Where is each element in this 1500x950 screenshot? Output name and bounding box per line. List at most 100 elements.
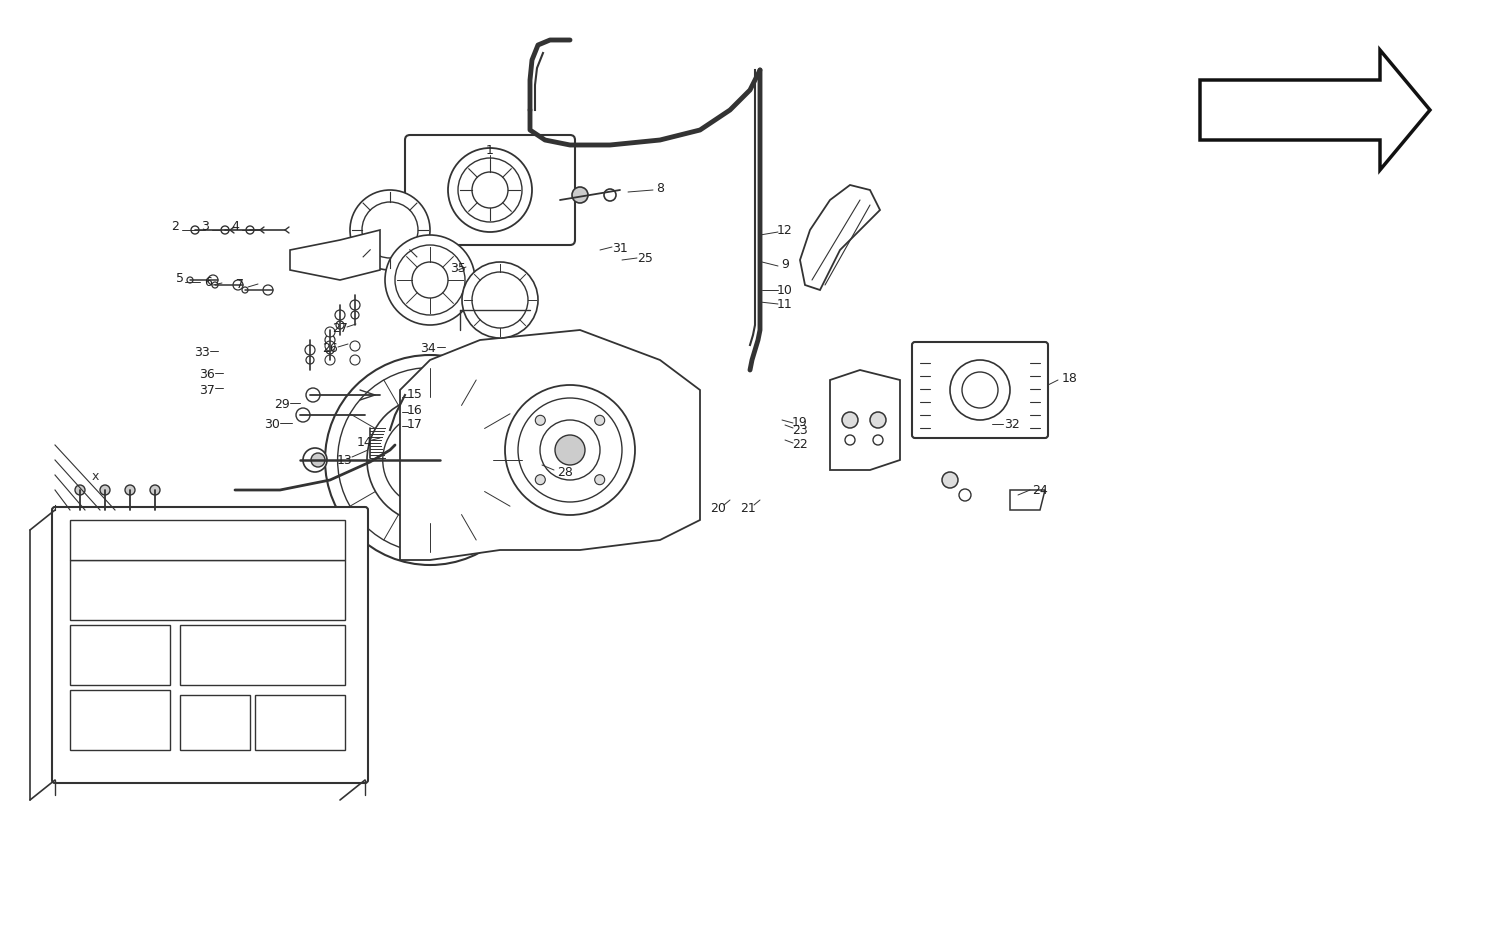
Circle shape: [350, 190, 430, 270]
Circle shape: [950, 360, 1010, 420]
Circle shape: [350, 355, 360, 365]
Text: 23: 23: [792, 424, 808, 436]
Circle shape: [350, 341, 360, 351]
Polygon shape: [830, 370, 900, 470]
Text: 14: 14: [357, 435, 374, 448]
Circle shape: [594, 415, 604, 426]
Circle shape: [448, 148, 532, 232]
Circle shape: [242, 287, 248, 293]
Circle shape: [594, 475, 604, 484]
Polygon shape: [1200, 50, 1429, 170]
Text: 15: 15: [406, 389, 423, 402]
Circle shape: [336, 321, 344, 329]
Circle shape: [382, 412, 477, 507]
Circle shape: [870, 412, 886, 428]
Circle shape: [572, 187, 588, 203]
Text: 9: 9: [782, 257, 789, 271]
Text: 28: 28: [556, 466, 573, 480]
Circle shape: [304, 345, 315, 355]
Text: 4: 4: [231, 220, 238, 234]
Circle shape: [326, 355, 536, 565]
Circle shape: [410, 439, 452, 481]
Text: 27: 27: [332, 321, 348, 334]
Circle shape: [518, 398, 622, 502]
Circle shape: [296, 408, 310, 422]
Text: 31: 31: [612, 241, 628, 255]
Circle shape: [873, 435, 883, 445]
Text: 7: 7: [236, 278, 244, 292]
Circle shape: [190, 226, 200, 234]
Polygon shape: [290, 230, 380, 280]
Circle shape: [326, 346, 334, 354]
Polygon shape: [800, 185, 880, 290]
Text: 22: 22: [792, 439, 808, 451]
Text: 32: 32: [1004, 419, 1020, 431]
Circle shape: [262, 285, 273, 295]
Circle shape: [942, 472, 958, 488]
Circle shape: [326, 335, 334, 345]
Text: 8: 8: [656, 181, 664, 195]
Text: 19: 19: [792, 416, 808, 429]
Circle shape: [75, 485, 86, 495]
Circle shape: [220, 226, 230, 234]
Text: 35: 35: [450, 261, 466, 275]
Circle shape: [842, 412, 858, 428]
Circle shape: [604, 189, 616, 201]
Circle shape: [310, 453, 326, 467]
Bar: [70, 520, 345, 560]
Text: 33: 33: [194, 347, 210, 359]
Text: 20: 20: [710, 502, 726, 515]
Text: 5: 5: [176, 272, 184, 284]
Bar: [255, 695, 345, 750]
Bar: [70, 560, 345, 620]
Text: 18: 18: [1062, 371, 1078, 385]
Bar: [180, 695, 250, 750]
Circle shape: [326, 327, 334, 337]
Text: 6: 6: [204, 276, 212, 289]
Circle shape: [246, 226, 254, 234]
Circle shape: [458, 158, 522, 222]
Circle shape: [209, 275, 218, 285]
Text: x: x: [92, 470, 99, 483]
Circle shape: [306, 356, 314, 364]
Text: 16: 16: [406, 404, 423, 416]
Circle shape: [232, 280, 243, 290]
Circle shape: [306, 388, 320, 402]
Circle shape: [844, 435, 855, 445]
Circle shape: [350, 300, 360, 310]
Circle shape: [326, 341, 334, 351]
Polygon shape: [400, 330, 700, 560]
Circle shape: [958, 489, 970, 501]
Text: 37: 37: [200, 384, 214, 396]
Bar: [70, 625, 170, 685]
Circle shape: [338, 368, 522, 552]
Circle shape: [536, 415, 546, 426]
Circle shape: [472, 172, 508, 208]
Circle shape: [303, 448, 327, 472]
Text: 29: 29: [274, 398, 290, 411]
Circle shape: [394, 245, 465, 315]
Bar: [70, 690, 170, 750]
Circle shape: [334, 310, 345, 320]
Text: 10: 10: [777, 283, 794, 296]
Text: 1: 1: [486, 143, 494, 157]
Text: 26: 26: [322, 341, 338, 354]
Circle shape: [124, 485, 135, 495]
Circle shape: [506, 385, 634, 515]
FancyBboxPatch shape: [912, 342, 1048, 438]
Circle shape: [326, 355, 334, 365]
Polygon shape: [1010, 490, 1046, 510]
Circle shape: [555, 435, 585, 465]
Circle shape: [540, 420, 600, 480]
Circle shape: [413, 262, 448, 298]
Text: 3: 3: [201, 220, 208, 234]
Circle shape: [150, 485, 160, 495]
Text: 12: 12: [777, 223, 794, 237]
Circle shape: [211, 282, 217, 288]
Circle shape: [100, 485, 109, 495]
Circle shape: [351, 311, 358, 319]
Circle shape: [188, 277, 194, 283]
Circle shape: [368, 397, 494, 523]
Text: 36: 36: [200, 369, 214, 382]
Text: 34: 34: [420, 341, 436, 354]
